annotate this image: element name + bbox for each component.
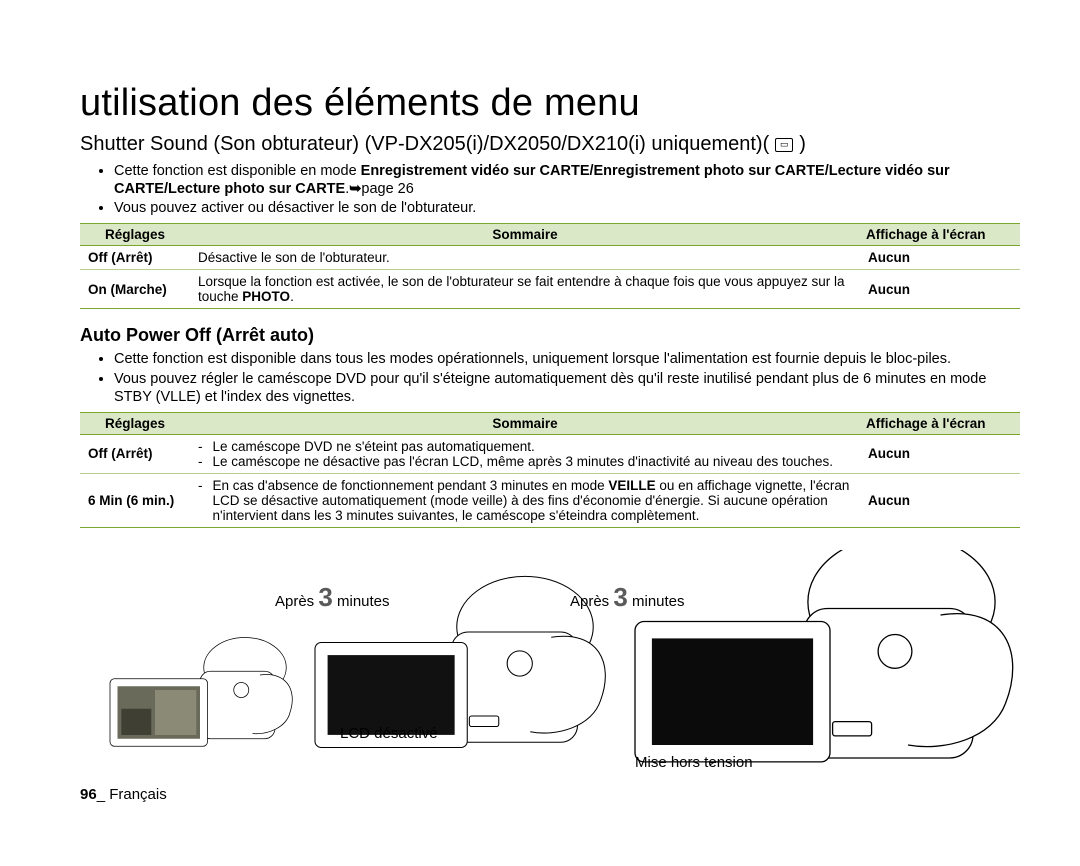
bullet-1: Cette fonction est disponible en mode En… (114, 162, 1020, 198)
cell-som-post: . (290, 289, 294, 304)
bullet-2: Vous pouvez activer ou désactiver le son… (114, 199, 1020, 217)
shutter-bullets: Cette fonction est disponible en mode En… (80, 162, 1020, 217)
footer-lang: Français (109, 786, 167, 803)
table-row: Off (Arrêt) Désactive le son de l'obtura… (80, 246, 1020, 270)
autopoweroff-bullets: Cette fonction est disponible dans tous … (80, 350, 1020, 405)
illustration-row: Après 3 minutes Après 3 minutes LCD désa… (80, 550, 1020, 780)
table-row: Off (Arrêt) --Le caméscope DVD ne s'étei… (80, 434, 1020, 473)
page-title: utilisation des éléments de menu (80, 82, 1020, 125)
th-affichage: Affichage à l'écran (860, 412, 1020, 434)
cell-som: Lorsque la fonction est activée, le son … (190, 270, 860, 309)
cell-som: -En cas d'absence de fonctionnement pend… (190, 473, 860, 527)
card-icon: ▭ (775, 138, 793, 152)
cell-aff: Aucun (860, 434, 1020, 473)
arrow-icon: ➥ (349, 181, 361, 197)
caption-after-3min-2: Après 3 minutes (570, 582, 685, 613)
table-row: On (Marche) Lorsque la fonction est acti… (80, 270, 1020, 309)
th-sommaire: Sommaire (190, 224, 860, 246)
autopoweroff-heading: Auto Power Off (Arrêt auto) (80, 325, 1020, 346)
th-affichage: Affichage à l'écran (860, 224, 1020, 246)
shutter-heading-text: Shutter Sound (Son obturateur) (VP-DX205… (80, 133, 769, 156)
camcorders-illustration (80, 550, 1020, 780)
cell-aff: Aucun (860, 270, 1020, 309)
th-reglages: Réglages (80, 412, 190, 434)
bullet-1-page: page 26 (361, 181, 413, 197)
cap-post: minutes (333, 593, 390, 610)
shutter-heading-close: ) (799, 133, 806, 156)
th-sommaire: Sommaire (190, 412, 860, 434)
caption-after-3min-1: Après 3 minutes (275, 582, 390, 613)
bullet-3: Cette fonction est disponible dans tous … (114, 350, 1020, 368)
cell-aff: Aucun (860, 246, 1020, 270)
page-footer: 96_ Français (80, 786, 1020, 803)
cell-som: --Le caméscope DVD ne s'éteint pas autom… (190, 434, 860, 473)
footer-sep: _ (97, 786, 110, 803)
cap-num: 3 (613, 582, 627, 612)
page-number: 96 (80, 786, 97, 803)
cell-som: Désactive le son de l'obturateur. (190, 246, 860, 270)
cell-reg: Off (Arrêt) (80, 246, 190, 270)
autopoweroff-table: Réglages Sommaire Affichage à l'écran Of… (80, 412, 1020, 528)
cell-aff: Aucun (860, 473, 1020, 527)
line: Le caméscope ne désactive pas l'écran LC… (213, 454, 834, 469)
bullet-4: Vous pouvez régler le caméscope DVD pour… (114, 370, 1020, 406)
cap-pre: Après (275, 593, 318, 610)
caption-power-off: Mise hors tension (635, 754, 753, 771)
th-reglages: Réglages (80, 224, 190, 246)
line: Le caméscope DVD ne s'éteint pas automat… (213, 439, 535, 454)
cell-reg: Off (Arrêt) (80, 434, 190, 473)
shutter-table: Réglages Sommaire Affichage à l'écran Of… (80, 223, 1020, 309)
cap-pre: Après (570, 593, 613, 610)
cap-num: 3 (318, 582, 332, 612)
bullet-1-pre: Cette fonction est disponible en mode (114, 163, 361, 179)
table-row: 6 Min (6 min.) -En cas d'absence de fonc… (80, 473, 1020, 527)
cap-post: minutes (628, 593, 685, 610)
caption-lcd-off: LCD désactivé (340, 725, 438, 742)
cell-som-bold: PHOTO (242, 289, 290, 304)
cell-reg: On (Marche) (80, 270, 190, 309)
shutter-sound-heading: Shutter Sound (Son obturateur) (VP-DX205… (80, 133, 1020, 156)
cell-som-pre: Lorsque la fonction est activée, le son … (198, 274, 845, 304)
cell-reg: 6 Min (6 min.) (80, 473, 190, 527)
